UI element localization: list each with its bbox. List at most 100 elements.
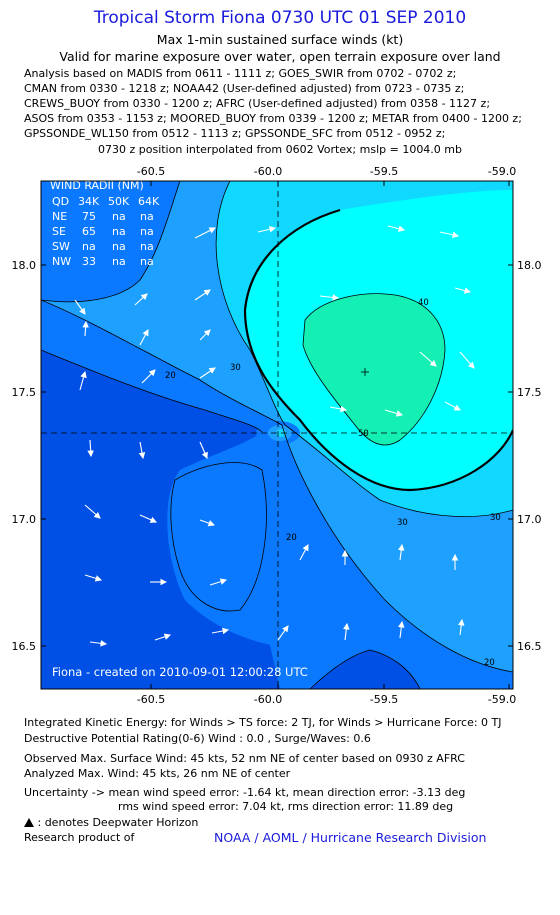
wind-arrow xyxy=(74,299,86,315)
dpr-line: Destructive Potential Rating(0-6) Wind :… xyxy=(24,732,371,745)
analyzed-max-line: Analyzed Max. Wind: 45 kts, 26 nm NE of … xyxy=(24,767,291,780)
wind-arrow xyxy=(398,543,405,561)
wind-radii-cell: na xyxy=(140,240,154,253)
lat-tick-label: 16.5 xyxy=(12,640,37,653)
wind-arrow xyxy=(459,351,475,369)
tropical-storm-force-contour xyxy=(243,208,513,492)
lat-tick-label: 18.0 xyxy=(517,259,542,272)
wind-band-20-30-pocket xyxy=(170,462,267,611)
wind-radii-cell: NE xyxy=(52,210,67,223)
wind-arrow xyxy=(211,627,230,635)
wind-radii-cell: na xyxy=(82,240,96,253)
wind-arrow xyxy=(82,320,89,337)
lon-tick-label: -60.0 xyxy=(254,693,282,706)
wind-arrow xyxy=(194,289,211,301)
wind-arrow xyxy=(84,574,103,582)
wind-radii-cell: 75 xyxy=(82,210,96,223)
wind-arrow xyxy=(384,409,404,417)
analysis-line: ASOS from 0353 - 1153 z; MOORED_BUOY fro… xyxy=(24,112,522,125)
contour-label: 40 xyxy=(418,298,429,308)
lon-tick-label: -60.5 xyxy=(137,165,165,178)
wind-arrow xyxy=(458,618,465,636)
wind-arrow xyxy=(343,622,350,641)
wind-radii-cell: na xyxy=(140,210,154,223)
wind-radii-title: WIND RADII (NM) xyxy=(50,179,144,192)
lon-tick-label: -59.0 xyxy=(488,693,516,706)
research-label: Research product of xyxy=(24,831,135,844)
wind-radii-col: 34K xyxy=(78,195,100,208)
subtitle-winds: Max 1-min sustained surface winds (kt) xyxy=(156,32,404,47)
wind-radii-cell: NW xyxy=(52,255,71,268)
wind-arrow xyxy=(277,625,289,641)
wind-radii-table: WIND RADII (NM) QD 34K 50K 64K NE 75 na … xyxy=(50,179,160,268)
wind-radii-cell: SE xyxy=(52,225,66,238)
wind-arrow xyxy=(138,441,146,460)
analysis-line: CMAN from 0330 - 1218 z; NOAA42 (User-de… xyxy=(24,82,465,95)
lat-tick-label: 17.5 xyxy=(517,386,542,399)
wind-arrow xyxy=(439,231,460,239)
wind-arrow xyxy=(444,401,461,411)
position-note: 0730 z position interpolated from 0602 V… xyxy=(97,143,462,156)
wind-radii-cell: na xyxy=(112,225,126,238)
wind-arrow xyxy=(199,519,216,527)
wind-arrow xyxy=(89,640,108,647)
subtitle-validity: Valid for marine exposure over water, op… xyxy=(59,49,501,64)
wind-arrow xyxy=(387,225,406,232)
observed-max-line: Observed Max. Surface Wind: 45 kts, 52 n… xyxy=(24,752,465,765)
lat-tick-label: 18.0 xyxy=(12,259,37,272)
lon-tick-label: -60.5 xyxy=(137,693,165,706)
wind-radii-col: QD xyxy=(52,195,69,208)
wind-radii-cell: 65 xyxy=(82,225,96,238)
wind-analysis-map: 20 30 40 50 30 30 20 20 WIND RADII (NM) … xyxy=(12,165,542,706)
uncertainty-line: Uncertainty -> mean wind speed error: -1… xyxy=(24,786,466,799)
lon-tick-label: -59.5 xyxy=(370,165,398,178)
wind-radii-cell: na xyxy=(112,240,126,253)
wind-vector-field xyxy=(74,225,475,647)
lat-tick-label: 17.5 xyxy=(12,386,37,399)
wind-radii-cell: na xyxy=(140,225,154,238)
wind-radii-cell: na xyxy=(112,210,126,223)
contour-label: 30 xyxy=(397,518,408,528)
wind-arrow xyxy=(398,620,405,639)
wind-arrow xyxy=(79,370,87,391)
contour-label: 20 xyxy=(286,533,297,543)
map-frame xyxy=(40,180,514,690)
wind-arrow xyxy=(199,441,208,460)
wind-arrow xyxy=(199,329,211,341)
deepwater-text: : denotes Deepwater Horizon xyxy=(37,816,199,829)
wind-radii-col: 50K xyxy=(108,195,130,208)
wind-arrow xyxy=(199,367,216,379)
wind-arrow xyxy=(257,226,277,233)
contour-label: 20 xyxy=(165,371,176,381)
wind-radii-cell: na xyxy=(140,255,154,268)
lon-tick-label: -59.5 xyxy=(370,693,398,706)
axis-ticks xyxy=(41,181,513,689)
uncertainty-rms-line: rms wind speed error: 7.04 kt, rms direc… xyxy=(118,800,454,813)
analysis-line: Analysis based on MADIS from 0611 - 1111… xyxy=(24,67,457,80)
lon-tick-label: -60.0 xyxy=(254,165,282,178)
wind-arrow xyxy=(454,287,472,294)
wind-arrow xyxy=(134,293,148,306)
wind-arrow xyxy=(319,294,340,301)
wind-radii-cell: SW xyxy=(52,240,70,253)
wind-band-under-20 xyxy=(41,350,280,689)
analyzed-max-marker xyxy=(361,368,369,376)
contour-label: 50 xyxy=(358,429,369,439)
lat-tick-label: 16.5 xyxy=(517,640,542,653)
wind-arrow xyxy=(84,504,101,519)
map-credit: Fiona - created on 2010-09-01 12:00:28 U… xyxy=(52,665,308,679)
wind-arrow xyxy=(329,405,348,413)
agency-credit: NOAA / AOML / Hurricane Research Divisio… xyxy=(214,830,487,845)
deepwater-note: : denotes Deepwater Horizon xyxy=(24,816,198,829)
wind-band-20-30-north xyxy=(41,181,180,302)
lat-tick-label: 17.0 xyxy=(12,513,37,526)
contour-label: 20 xyxy=(484,658,495,668)
wind-band-over-60 xyxy=(303,293,445,445)
wind-radii-cell: 33 xyxy=(82,255,96,268)
wind-radii-col: 64K xyxy=(138,195,160,208)
wind-arrow xyxy=(87,439,94,458)
deepwater-icon xyxy=(24,818,34,827)
analysis-line: CREWS_BUOY from 0330 - 1200 z; AFRC (Use… xyxy=(24,97,491,110)
wind-arrow xyxy=(139,514,158,523)
contour-label: 30 xyxy=(490,513,501,523)
